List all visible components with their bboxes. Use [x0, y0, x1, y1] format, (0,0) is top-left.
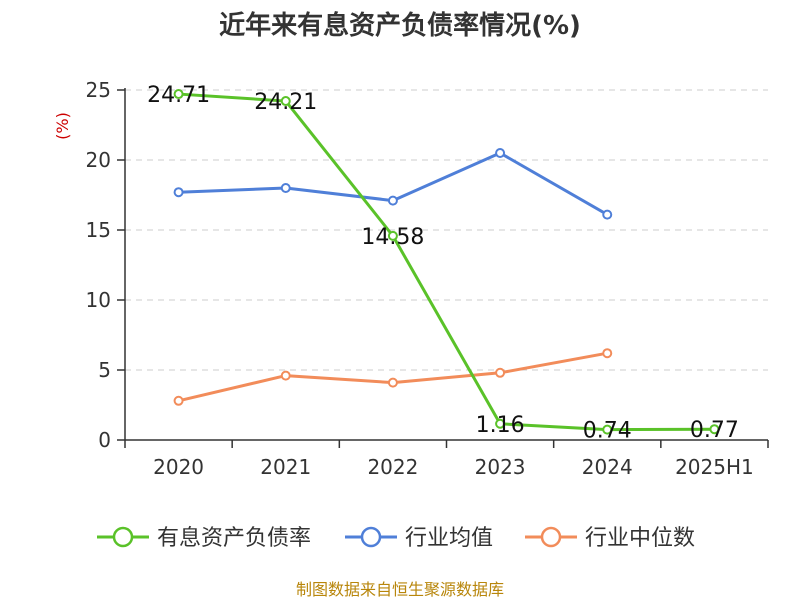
- series-point: [495, 148, 506, 158]
- y-tick-label: 5: [98, 358, 111, 382]
- y-tick-label: 15: [86, 218, 111, 242]
- legend-marker: [112, 526, 134, 548]
- series-point: [387, 230, 398, 241]
- data-label: 14.58: [361, 225, 424, 250]
- y-axis-label: (%): [53, 112, 72, 140]
- series-point: [173, 187, 184, 198]
- series-point: [495, 418, 506, 429]
- data-label: 0.74: [583, 419, 632, 444]
- data-label: 1.16: [476, 413, 525, 438]
- series-point: [602, 209, 613, 220]
- series-point: [602, 348, 613, 359]
- x-tick-label: 2024: [582, 455, 633, 479]
- y-tick-label: 25: [86, 78, 111, 102]
- data-labels: 24.71 24.21 14.58 1.16 0.74 0.77: [147, 83, 739, 444]
- series-point: [280, 183, 291, 193]
- series-layer: [173, 89, 720, 435]
- y-tick-label: 10: [86, 288, 111, 312]
- series-point: [173, 395, 184, 406]
- series-point: [387, 377, 398, 388]
- series-point: [280, 370, 291, 381]
- chart-title: 近年来有息资产负债率情况(%): [219, 10, 581, 41]
- x-tick-label: 2025H1: [675, 455, 754, 479]
- legend-label: 有息资产负债率: [157, 526, 311, 551]
- x-tick-label: 2020: [153, 455, 204, 479]
- legend-label: 行业中位数: [585, 526, 695, 551]
- x-tick-label: 2023: [475, 455, 526, 479]
- grid-lines: [125, 89, 768, 371]
- legend-marker: [540, 526, 562, 548]
- series-point: [495, 367, 506, 378]
- source-note: 制图数据来自恒生聚源数据库: [296, 580, 504, 599]
- series-line: [178, 351, 608, 403]
- data-label: 24.71: [147, 83, 210, 108]
- legend: 有息资产负债率 行业均值 行业中位数: [97, 526, 695, 551]
- series-line: [178, 92, 715, 432]
- series-point: [280, 96, 291, 107]
- data-label: 0.77: [690, 418, 739, 443]
- series-point: [173, 89, 184, 100]
- y-tick-label: 0: [98, 428, 111, 452]
- y-tick-label: 20: [86, 148, 111, 172]
- legend-label: 行业均值: [405, 526, 493, 551]
- data-label: 24.21: [254, 90, 317, 115]
- axes: 0 5 10 15 20 25 2020 2021 2022 2023 2024 2025H1: [86, 78, 769, 479]
- x-tick-label: 2022: [367, 455, 418, 479]
- series-point: [602, 424, 613, 435]
- legend-marker: [360, 526, 382, 548]
- series-point: [709, 424, 720, 435]
- series-point: [387, 195, 398, 206]
- x-tick-label: 2021: [260, 455, 311, 479]
